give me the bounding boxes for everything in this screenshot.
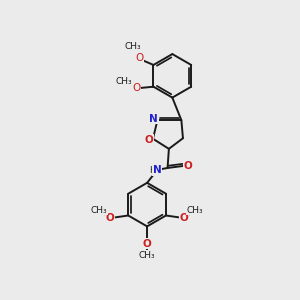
Text: N: N [149, 114, 158, 124]
Text: H: H [149, 166, 156, 175]
Text: CH₃: CH₃ [91, 206, 107, 215]
Text: O: O [145, 135, 154, 145]
Text: O: O [106, 213, 115, 223]
Text: O: O [180, 213, 188, 223]
Text: O: O [132, 83, 140, 93]
Text: N: N [153, 165, 161, 176]
Text: CH₃: CH₃ [125, 42, 141, 51]
Text: CH₃: CH₃ [139, 251, 155, 260]
Text: O: O [135, 52, 143, 62]
Text: O: O [143, 238, 152, 249]
Text: CH₃: CH₃ [187, 206, 203, 215]
Text: CH₃: CH₃ [116, 76, 132, 85]
Text: O: O [184, 161, 192, 171]
